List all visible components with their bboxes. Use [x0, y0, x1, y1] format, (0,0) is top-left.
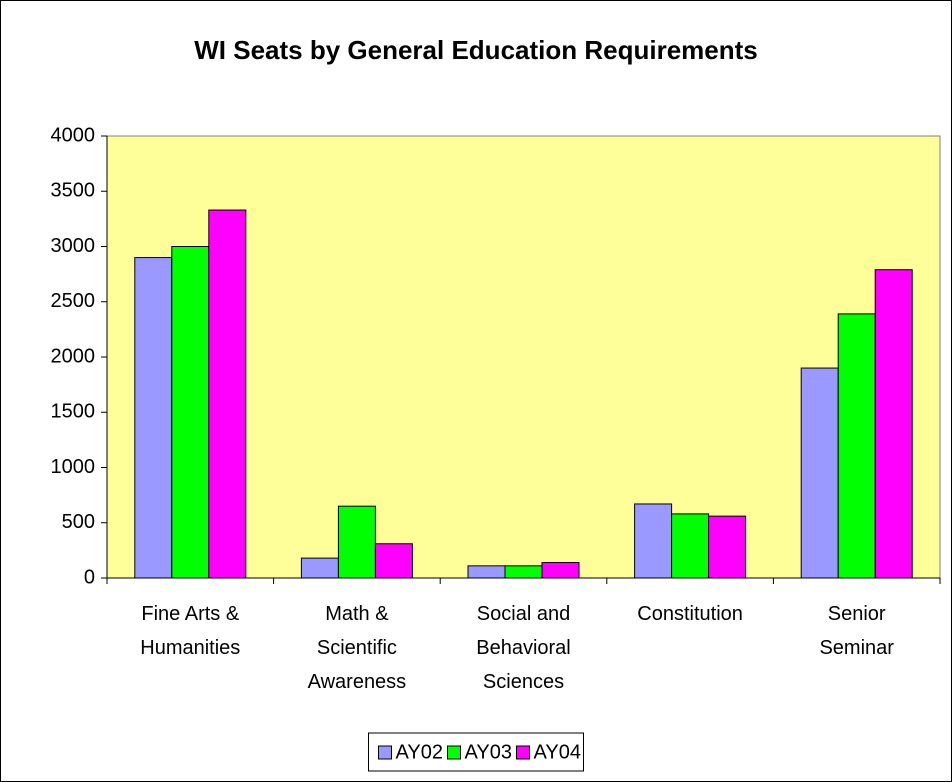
bar — [800, 367, 839, 579]
x-tick-label: Senior Seminar — [819, 603, 894, 659]
bar — [374, 543, 413, 579]
legend-swatch — [516, 745, 530, 760]
x-tick-label-line: Senior — [828, 603, 886, 625]
y-tick-label: 3000 — [51, 235, 96, 257]
bar — [467, 565, 506, 579]
bar — [837, 313, 876, 579]
x-tick-label-line: Behavioral — [476, 637, 571, 659]
y-tick-label: 1500 — [51, 401, 96, 423]
bar — [337, 505, 376, 579]
bar — [634, 503, 673, 579]
y-tick-label: 2500 — [51, 290, 96, 312]
bar — [208, 209, 247, 579]
legend-label: AY04 — [534, 741, 581, 763]
y-tick-label: 4000 — [51, 124, 96, 146]
y-tick-label: 2000 — [51, 345, 96, 367]
bar — [504, 565, 543, 579]
bar — [300, 557, 339, 579]
x-tick-label-line: Math & — [325, 603, 389, 625]
y-tick-label: 0 — [84, 566, 95, 588]
x-tick-label-line: Seminar — [819, 637, 894, 659]
bar — [874, 269, 913, 579]
x-tick-label-line: Sciences — [483, 671, 564, 693]
legend-swatch — [447, 745, 461, 760]
bar — [671, 513, 710, 579]
x-tick-label-line: Social and — [477, 603, 570, 625]
bar — [541, 562, 580, 579]
y-tick-label: 500 — [62, 511, 95, 533]
x-tick-label-line: Humanities — [140, 637, 240, 659]
legend-box — [368, 732, 584, 772]
chart-title: WI Seats by General Education Requiremen… — [194, 35, 757, 65]
x-tick-label-line: Fine Arts & — [141, 603, 239, 625]
x-tick-label-line: Awareness — [308, 671, 407, 693]
x-tick-label-line: Constitution — [637, 603, 743, 625]
bar — [134, 257, 173, 579]
x-tick-label-line: Scientific — [317, 637, 397, 659]
y-tick-label: 3500 — [51, 180, 96, 202]
x-tick-label: Social and Behavioral Sciences — [476, 603, 571, 693]
legend-label: AY02 — [396, 741, 443, 763]
bar — [171, 246, 210, 579]
x-tick-label: Math & Scientific Awareness — [308, 603, 407, 693]
bar — [708, 515, 747, 579]
legend-swatch — [378, 745, 392, 760]
y-tick-label: 1000 — [51, 456, 96, 478]
x-tick-label: Constitution — [637, 603, 743, 625]
x-tick-label: Fine Arts & Humanities — [140, 603, 240, 659]
legend-label: AY03 — [465, 741, 512, 763]
